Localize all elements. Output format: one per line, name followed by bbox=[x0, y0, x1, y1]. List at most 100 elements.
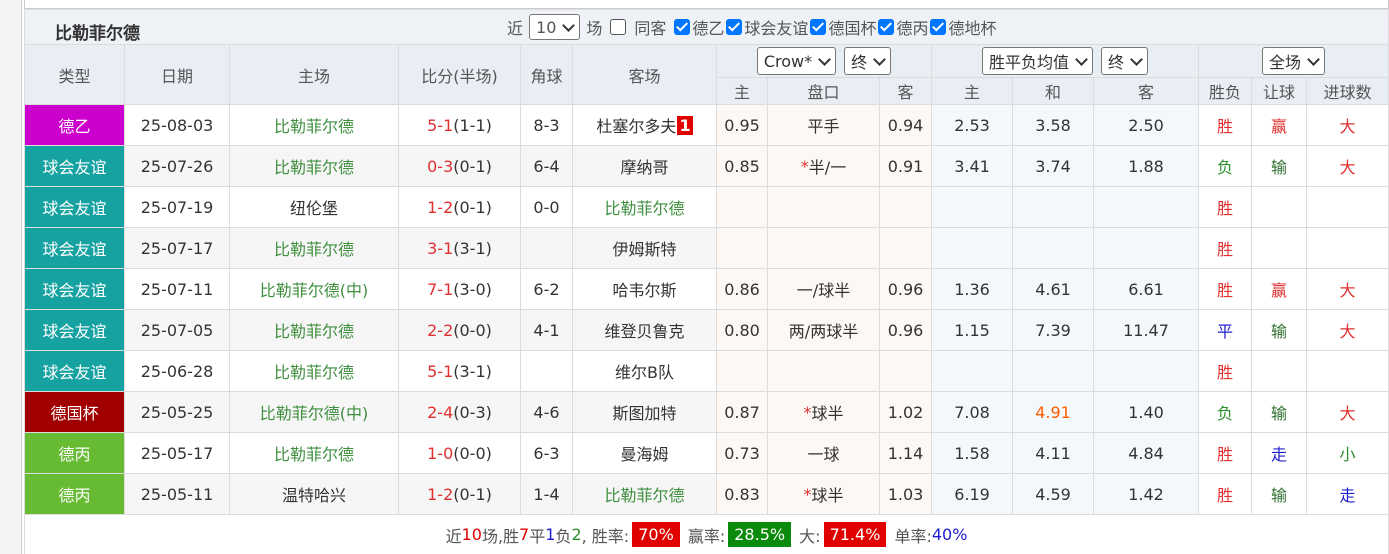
cell-wl: 负 bbox=[1199, 146, 1252, 187]
match-type: 球会友谊 bbox=[42, 363, 107, 382]
cell-text: 2.50 bbox=[1128, 115, 1164, 135]
cell-corner: 6-3 bbox=[521, 433, 573, 474]
checkbox[interactable] bbox=[674, 19, 691, 35]
cell-goals: 大 bbox=[1307, 392, 1389, 433]
cell-goals bbox=[1307, 228, 1389, 269]
cell-text: 伊姆斯特 bbox=[612, 240, 677, 259]
cell-type: 球会友谊 bbox=[24, 351, 125, 392]
checkbox[interactable] bbox=[878, 19, 895, 35]
match-type: 德丙 bbox=[58, 486, 91, 505]
cell-home: 纽伦堡 bbox=[230, 187, 399, 228]
sub-header: 胜负 bbox=[1199, 78, 1252, 105]
cell-text: 比勒菲尔德 bbox=[273, 363, 354, 382]
sub-header: 盘口 bbox=[768, 78, 880, 105]
cell-away: 杜塞尔多夫 1 bbox=[573, 105, 717, 146]
cell-text: 1.40 bbox=[1128, 402, 1164, 422]
cell-rq: 输 bbox=[1252, 146, 1307, 187]
cell-corner bbox=[521, 351, 573, 392]
cell-e3: 6.61 bbox=[1094, 269, 1199, 310]
label: 场 bbox=[586, 19, 603, 38]
cell-wl: 负 bbox=[1199, 392, 1252, 433]
half-score: (0-0) bbox=[453, 320, 492, 340]
cell-date: 25-08-03 bbox=[125, 105, 230, 146]
cell-text: 4.91 bbox=[1035, 402, 1071, 422]
checkbox[interactable] bbox=[930, 19, 947, 35]
cell-e2: 4.11 bbox=[1013, 433, 1094, 474]
cell-e1: 1.15 bbox=[932, 310, 1013, 351]
cell-text: 1.02 bbox=[887, 402, 924, 422]
cell-wl: 胜 bbox=[1199, 474, 1252, 515]
checkbox[interactable] bbox=[610, 19, 627, 35]
score: 1-0 bbox=[427, 443, 454, 463]
dropdown[interactable]: Crow* bbox=[756, 47, 837, 75]
score: 1-2 bbox=[427, 197, 454, 217]
column-group: Crow* 终 bbox=[717, 45, 932, 78]
dropdown[interactable]: 胜平负均值 bbox=[981, 47, 1093, 75]
cell-rq: 赢 bbox=[1252, 269, 1307, 310]
summary-part: 10 bbox=[461, 525, 482, 544]
cell-hcap: * 球半 bbox=[768, 392, 880, 433]
cell-oa: 0.94 bbox=[880, 105, 932, 146]
table: 类型 日期 主场 比分(半场) 角球 客场 Crow* 终胜平负均值终全场主盘口客主和客胜负让… bbox=[24, 45, 1389, 515]
cell-goals: 大 bbox=[1307, 269, 1389, 310]
score: 2-2 bbox=[427, 320, 454, 340]
cell-hcap bbox=[768, 351, 880, 392]
cell-oh: 0.83 bbox=[717, 474, 768, 515]
cell-text: 0.94 bbox=[887, 115, 924, 135]
cell-oh bbox=[717, 187, 768, 228]
cell-e3 bbox=[1094, 187, 1199, 228]
league-label: 德国杯 bbox=[828, 19, 877, 38]
cell-score: 1-2 (0-1) bbox=[399, 187, 521, 228]
cell-type: 球会友谊 bbox=[24, 310, 125, 351]
count-select[interactable]: 10 bbox=[529, 14, 581, 40]
cell-text: 杜塞尔多夫 bbox=[596, 117, 677, 136]
checkbox[interactable] bbox=[810, 19, 827, 35]
handicap-mark: * bbox=[800, 156, 809, 176]
half-score: (0-1) bbox=[453, 156, 492, 176]
column-header: 比分(半场) bbox=[399, 45, 521, 105]
cell-home: 比勒菲尔德 bbox=[230, 433, 399, 474]
cell-home: 比勒菲尔德(中) bbox=[230, 269, 399, 310]
sub-header: 让球 bbox=[1252, 78, 1307, 105]
cell-text: 一/球半 bbox=[796, 281, 851, 300]
cell-e1: 1.58 bbox=[932, 433, 1013, 474]
dropdown[interactable]: 终 bbox=[1101, 47, 1149, 75]
cell-hcap: * 球半 bbox=[768, 474, 880, 515]
column-header: 客场 bbox=[573, 45, 717, 105]
cell-text: 25-08-03 bbox=[140, 115, 214, 135]
dropdown[interactable]: 终 bbox=[844, 47, 892, 75]
cell-corner: 4-1 bbox=[521, 310, 573, 351]
dropdown-value: 终 bbox=[851, 53, 868, 72]
cell-text: 比勒菲尔德 bbox=[273, 240, 354, 259]
summary-part: 场,胜 bbox=[481, 526, 520, 546]
column-group: 全场 bbox=[1199, 45, 1389, 78]
column-header: 日期 bbox=[125, 45, 230, 105]
cell-away: 维登贝鲁克 bbox=[573, 310, 717, 351]
cell-text: 胜 bbox=[1216, 445, 1233, 464]
dropdown[interactable]: 全场 bbox=[1261, 47, 1325, 75]
cell-text: 半/一 bbox=[808, 158, 847, 177]
cell-text: 胜 bbox=[1216, 117, 1233, 136]
cell-text: 25-07-19 bbox=[140, 197, 214, 217]
cell-oh bbox=[717, 351, 768, 392]
cell-text: 球半 bbox=[811, 404, 844, 423]
sub-header: 主 bbox=[932, 78, 1013, 105]
half-score: (3-0) bbox=[453, 279, 492, 299]
cell-oh: 0.86 bbox=[717, 269, 768, 310]
cell-text: 负 bbox=[1216, 158, 1233, 177]
checkbox[interactable] bbox=[726, 19, 743, 35]
cell-type: 德丙 bbox=[24, 433, 125, 474]
cell-score: 0-3 (0-1) bbox=[399, 146, 521, 187]
cell-rq: 输 bbox=[1252, 310, 1307, 351]
cell-text: 25-05-25 bbox=[140, 402, 214, 422]
cell-text: 大 bbox=[1339, 117, 1356, 136]
value: 10 bbox=[536, 17, 557, 37]
top-band bbox=[24, 0, 1389, 9]
sub-header: 和 bbox=[1013, 78, 1094, 105]
cell-oh: 0.87 bbox=[717, 392, 768, 433]
cell-date: 25-07-11 bbox=[125, 269, 230, 310]
cell-oh: 0.95 bbox=[717, 105, 768, 146]
cell-text: 1.42 bbox=[1128, 484, 1164, 504]
cell-away: 伊姆斯特 bbox=[573, 228, 717, 269]
sub-header: 客 bbox=[880, 78, 932, 105]
